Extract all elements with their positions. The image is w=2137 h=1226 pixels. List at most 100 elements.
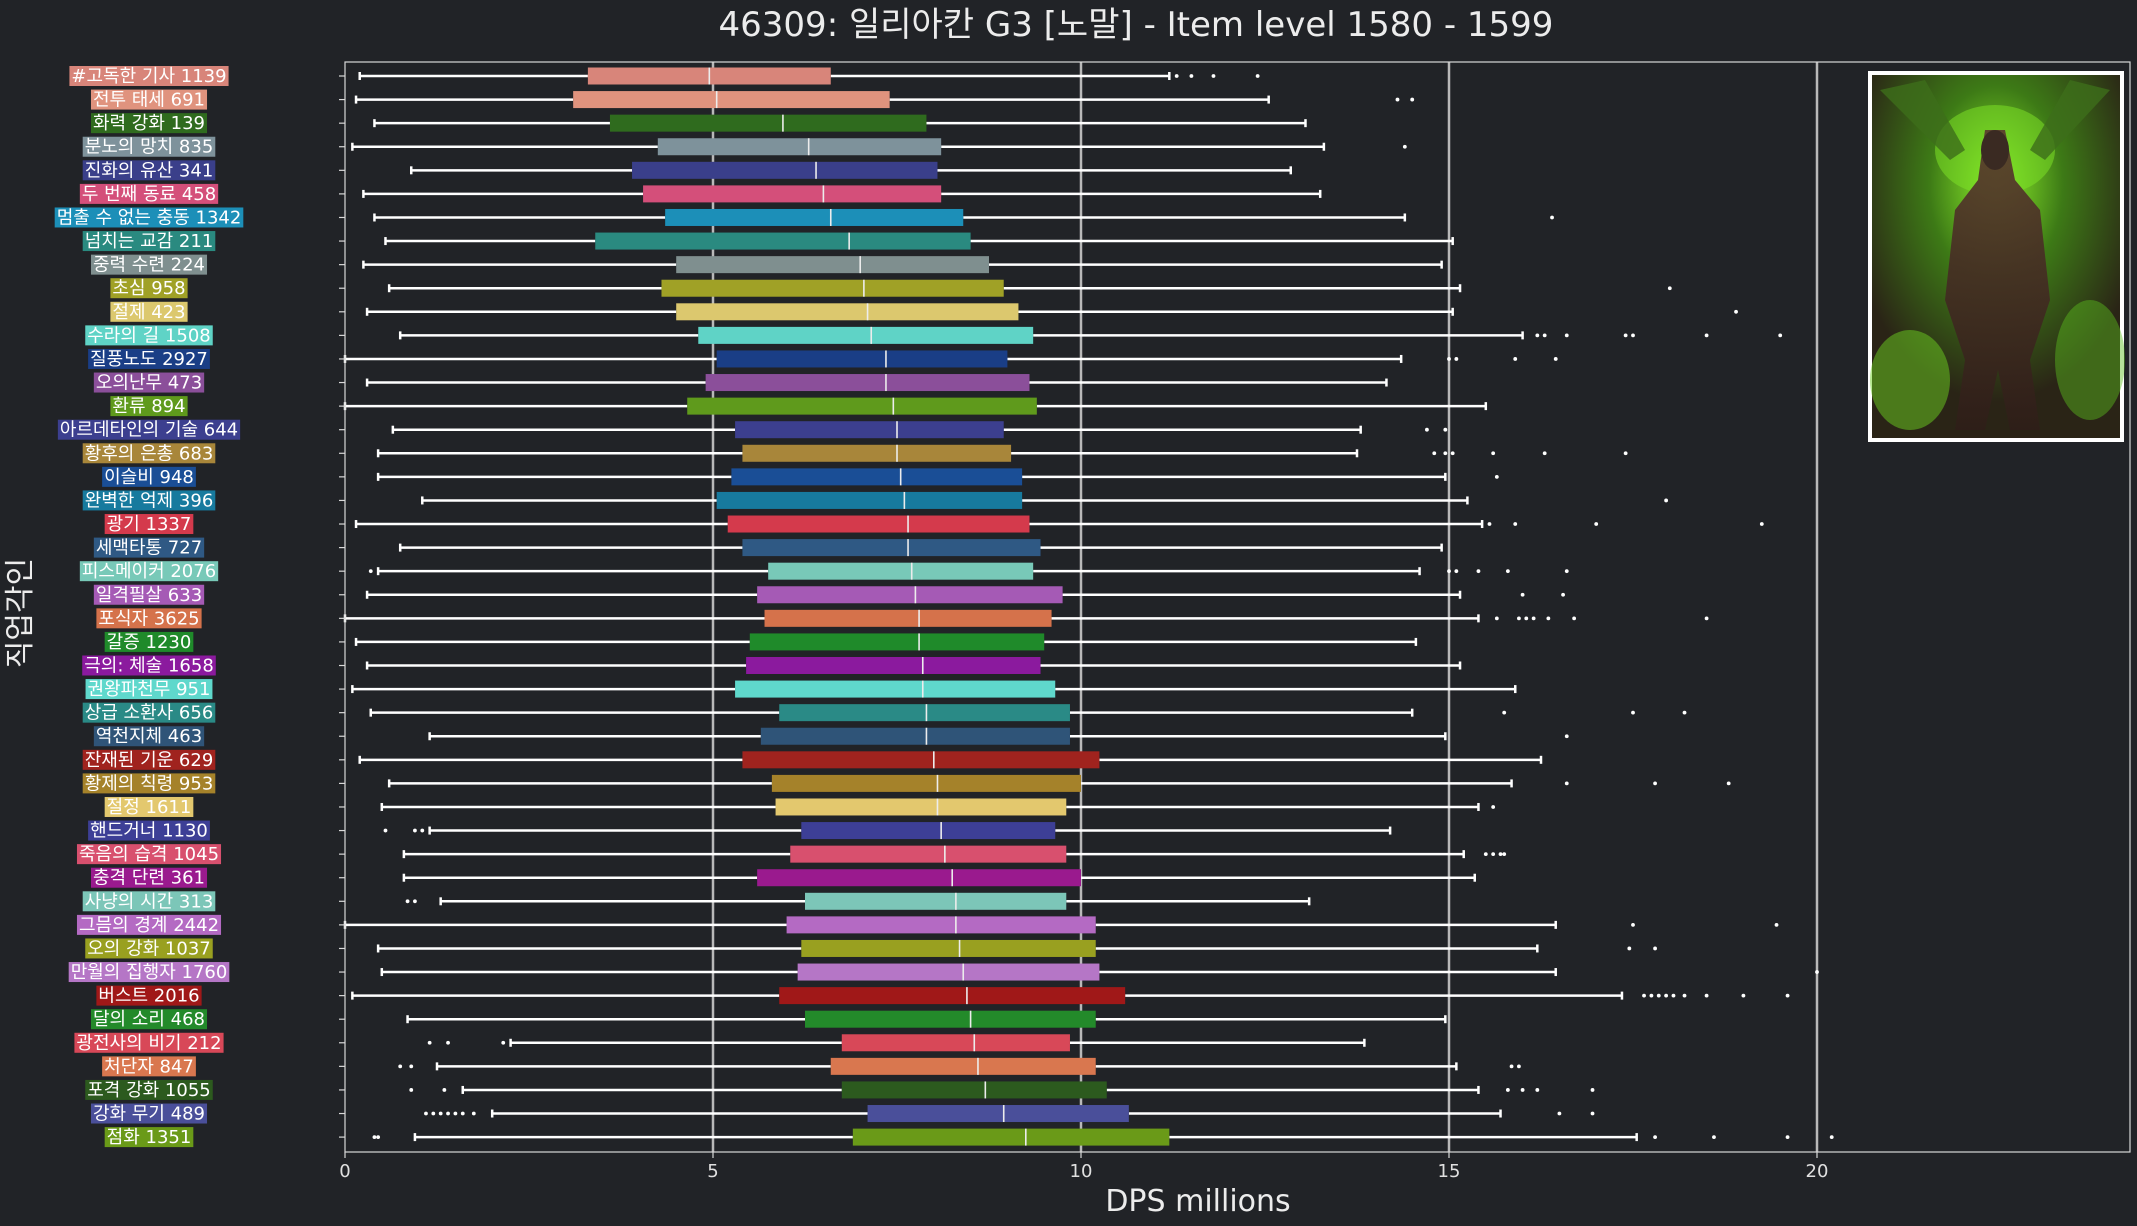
flier-point: [372, 1135, 377, 1139]
box: [742, 539, 1041, 557]
flier-point: [1211, 74, 1216, 78]
category-label-bg: [79, 561, 219, 582]
category-label: 광기 1337: [107, 514, 192, 535]
y-axis-label: 직업각인: [3, 558, 38, 668]
category-label-bg: [102, 1056, 196, 1077]
box: [731, 468, 1023, 486]
category-label: 핸드거너 1130: [90, 821, 208, 842]
flier-point: [1542, 451, 1547, 456]
category-label-bg: [82, 655, 216, 676]
flier-point: [413, 828, 417, 833]
category-label-bg: [57, 419, 241, 440]
category-label: 충격 단련 361: [93, 868, 205, 889]
box: [735, 421, 1004, 439]
box: [764, 609, 1052, 627]
box: [676, 303, 1019, 321]
flier-point: [1704, 333, 1709, 338]
flier-point: [409, 1064, 414, 1069]
category-label: 피스메이커 2076: [82, 561, 216, 582]
flier-point: [1649, 993, 1654, 998]
box: [742, 751, 1100, 769]
flier-point: [1502, 710, 1507, 715]
category-label-bg: [104, 631, 194, 652]
box: [657, 138, 942, 156]
flier-point: [1535, 1088, 1540, 1092]
flier-point: [424, 1111, 428, 1116]
category-label: 절제 423: [112, 302, 185, 323]
category-label-bg: [104, 796, 194, 817]
category-label-bg: [69, 66, 229, 86]
category-label-bg: [104, 514, 194, 535]
category-label-bg: [96, 985, 202, 1006]
category-label: 역천지체 463: [96, 726, 202, 747]
category-label-bg: [96, 608, 202, 629]
category-label-bg: [54, 207, 244, 228]
box: [573, 91, 890, 109]
category-label-bg: [82, 136, 216, 157]
category-label: 이슬비 948: [104, 467, 194, 488]
category-label-bg: [74, 1032, 224, 1053]
category-label-bg: [85, 1079, 213, 1100]
flier-point: [431, 1111, 436, 1116]
flier-point: [1653, 946, 1657, 951]
flier-point: [1564, 734, 1569, 739]
flier-point: [1741, 993, 1746, 998]
flier-point: [1682, 993, 1687, 998]
flier-point: [1542, 333, 1547, 338]
flier-point: [1483, 852, 1488, 857]
category-label-bg: [76, 844, 222, 865]
flier-point: [1671, 993, 1676, 998]
flier-point: [1590, 1088, 1595, 1092]
flier-point: [1531, 616, 1536, 621]
category-label: 죽음의 습격 1045: [79, 844, 219, 865]
category-label: 절정 1611: [107, 797, 192, 818]
category-label-bg: [110, 301, 188, 322]
flier-point: [1623, 333, 1628, 338]
flier-point: [398, 1064, 403, 1069]
category-label: 아르데타인의 기술 644: [60, 420, 238, 441]
flier-point: [1553, 357, 1558, 361]
flier-point: [1664, 498, 1669, 503]
category-label: #고독한 기사 1139: [71, 66, 226, 87]
category-label: 오의난무 473: [96, 373, 202, 394]
category-label: 버스트 2016: [98, 986, 199, 1007]
category-label-bg: [82, 160, 216, 181]
flier-point: [1425, 427, 1429, 432]
category-label: 포식자 3625: [98, 608, 199, 629]
category-label: 진화의 유산 341: [85, 160, 214, 181]
category-label-bg: [93, 372, 205, 393]
box: [768, 562, 1034, 580]
category-label: 잔재된 기운 629: [85, 750, 214, 771]
box: [801, 939, 1096, 957]
category-label: 점화 1351: [107, 1127, 192, 1148]
x-axis-label: DPS millions: [1105, 1184, 1290, 1219]
box: [746, 657, 1041, 674]
flier-point: [1656, 993, 1661, 998]
flier-point: [1491, 805, 1496, 809]
flier-point: [1517, 616, 1521, 621]
category-label: 질풍노도 2927: [90, 349, 208, 370]
x-tick-label: 20: [1806, 1161, 1829, 1182]
box: [867, 1105, 1129, 1123]
flier-point: [1642, 993, 1646, 998]
category-label-bg: [82, 773, 216, 794]
flier-point: [1410, 97, 1415, 102]
flier-point: [1653, 1135, 1657, 1139]
category-label-bg: [110, 278, 188, 299]
x-tick-label: 10: [1070, 1161, 1093, 1182]
category-label: 갈증 1230: [107, 632, 192, 653]
flier-point: [1476, 569, 1481, 574]
category-label: 완벽한 억제 396: [85, 490, 214, 511]
box: [760, 727, 1070, 745]
box: [716, 491, 1023, 509]
flier-point: [446, 1111, 450, 1116]
flier-point: [1255, 74, 1260, 78]
flier-point: [1443, 451, 1448, 456]
flier-point: [1572, 616, 1577, 621]
category-label-bg: [90, 254, 208, 275]
flier-point: [1494, 616, 1499, 621]
box: [805, 892, 1067, 910]
box: [716, 350, 1008, 368]
box: [790, 845, 1067, 863]
